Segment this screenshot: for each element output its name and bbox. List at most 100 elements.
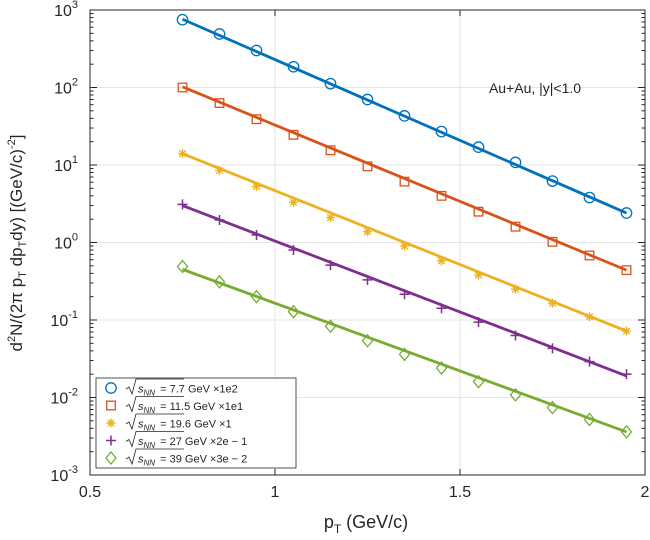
sqrt-symbol: [125, 413, 184, 431]
data-point-plus: [251, 229, 262, 240]
data-point-circle: [361, 93, 374, 106]
y-tick-label: 103: [54, 0, 78, 20]
data-point-square: [177, 82, 188, 93]
data-point-plus: [510, 330, 521, 341]
data-point-diamond: [472, 374, 485, 389]
legend: sNN = 7.7 GeV ×1e2 sNN = 11.5 GeV ×1e1 sNN…: [95, 377, 297, 469]
data-point-plus: [584, 356, 595, 367]
data-point-circle: [250, 44, 263, 57]
data-point-plus: [621, 369, 632, 380]
sqrt-symbol: [125, 378, 184, 396]
x-axis-title: pT (GeV/c): [324, 512, 408, 536]
data-point-circle: [472, 141, 485, 153]
data-point-circle: [287, 60, 300, 73]
y-tick-label: 10-2: [50, 387, 78, 408]
data-point-plus: [547, 343, 558, 354]
data-point-square: [584, 250, 595, 261]
data-point-square: [251, 114, 262, 125]
x-axis-unit: (GeV/c): [341, 512, 408, 532]
x-axis-subscript: T: [334, 522, 342, 536]
data-point-diamond: [583, 412, 596, 427]
data-point-asterisk: [215, 165, 224, 175]
data-point-asterisk: [548, 298, 557, 308]
legend-marker-diamond: [105, 450, 117, 466]
data-point-square: [214, 98, 225, 109]
data-point-square: [547, 236, 558, 247]
data-point-diamond: [361, 333, 374, 348]
data-point-asterisk: [400, 241, 409, 251]
y-tick-label: 100: [54, 232, 78, 253]
data-point-circle: [176, 13, 189, 26]
data-point-plus: [177, 199, 188, 210]
data-point-asterisk: [252, 181, 261, 191]
legend-marker-square: [106, 400, 116, 411]
legend-marker-plus: [106, 435, 116, 446]
data-point-diamond: [435, 361, 448, 376]
x-tick-label: 0.5: [79, 484, 101, 501]
data-markers: [176, 13, 633, 439]
data-point-diamond: [213, 274, 226, 289]
data-point-diamond: [176, 259, 189, 274]
legend-label: sNN = 19.6 GeV ×1: [138, 419, 232, 433]
data-point-square: [325, 145, 336, 156]
data-point-square: [436, 190, 447, 201]
data-point-plus: [288, 245, 299, 256]
data-point-asterisk: [437, 256, 446, 266]
data-point-plus: [399, 289, 410, 300]
data-point-square: [510, 221, 521, 232]
legend-label: sNN = 39 GeV ×3e − 2: [138, 454, 247, 468]
x-tick-label: 1: [271, 484, 280, 501]
data-point-diamond: [250, 289, 263, 304]
data-point-diamond: [398, 347, 411, 362]
data-point-plus: [436, 303, 447, 314]
legend-label: sNN = 11.5 GeV ×1e1: [138, 401, 243, 415]
data-point-plus: [325, 260, 336, 271]
legend-label: sNN = 27 GeV ×2e − 1: [138, 436, 247, 450]
data-point-asterisk: [585, 312, 594, 322]
data-point-square: [362, 161, 373, 172]
data-point-circle: [213, 28, 226, 40]
data-point-circle: [546, 175, 559, 187]
legend-marker-circle: [105, 382, 117, 394]
y-tick-label: 101: [54, 154, 78, 175]
fit-line-square: [181, 85, 628, 272]
data-point-asterisk: [326, 213, 335, 223]
sqrt-symbol: [125, 448, 184, 466]
y-tick-label: 10-1: [50, 309, 78, 330]
data-point-asterisk: [511, 284, 520, 294]
data-point-circle: [583, 191, 596, 204]
y-axis-title: d2N/(2π pT dpTdy) [(GeV/c)-2]: [6, 135, 29, 352]
data-point-square: [473, 206, 484, 217]
sqrt-symbol: [125, 431, 184, 448]
data-point-square: [399, 176, 410, 187]
data-point-asterisk: [622, 326, 631, 336]
data-point-diamond: [620, 424, 633, 439]
y-tick-label: 10-3: [50, 464, 78, 485]
data-point-diamond: [287, 304, 300, 319]
data-point-plus: [473, 317, 484, 328]
sqrt-symbol: [125, 396, 184, 413]
legend-label: sNN = 7.7 GeV ×1e2: [138, 384, 238, 398]
data-point-diamond: [509, 387, 522, 402]
data-point-circle: [398, 110, 411, 122]
data-point-asterisk: [474, 270, 483, 280]
data-point-asterisk: [178, 149, 187, 159]
data-point-diamond: [546, 400, 559, 415]
data-point-square: [621, 265, 632, 276]
data-point-circle: [620, 207, 633, 219]
y-tick-label: 102: [54, 77, 78, 98]
legend-marker-asterisk: [106, 418, 116, 428]
x-tick-label: 1.5: [449, 484, 471, 501]
data-point-diamond: [324, 319, 337, 334]
data-point-circle: [324, 77, 337, 90]
data-point-plus: [362, 274, 373, 285]
axis-ticks: 0.5 1 1.5 2 10-3 10-2 10-1 100 101 102 103: [50, 0, 649, 501]
data-point-square: [288, 129, 299, 140]
data-point-circle: [509, 156, 522, 169]
data-point-plus: [214, 215, 225, 226]
data-point-asterisk: [289, 197, 298, 207]
annotation-label: Au+Au, |y|<1.0: [489, 80, 581, 96]
fit-line-circle: [181, 17, 628, 215]
data-point-circle: [435, 125, 448, 138]
